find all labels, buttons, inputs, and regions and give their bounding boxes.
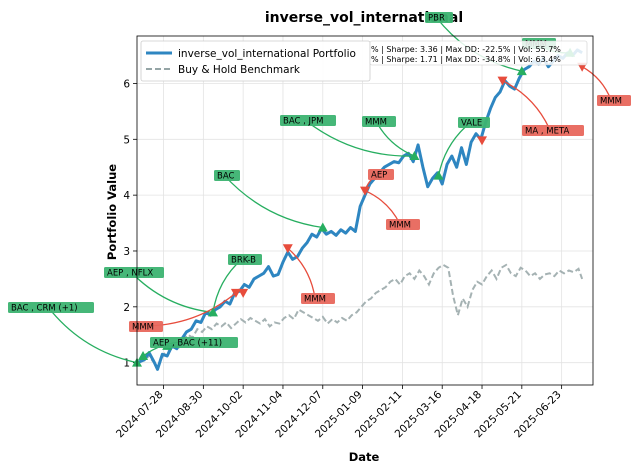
annotation-box — [280, 115, 336, 126]
sell-marker — [477, 136, 488, 146]
y-tick-label: 3 — [123, 246, 130, 258]
annotation-arrow — [212, 258, 243, 313]
annotation-arrow — [130, 271, 214, 314]
annotation-box — [301, 293, 335, 304]
sell-marker — [230, 288, 241, 298]
annotation-label: BAC , JPM — [283, 117, 324, 127]
annotation-label: AEP , BAC (+11) — [153, 339, 222, 349]
annotation-label: MA , META — [525, 127, 569, 137]
y-tick-label: 5 — [123, 134, 130, 146]
chart-title: inverse_vol_international — [265, 10, 463, 26]
annotation-box — [362, 116, 396, 127]
annotation-arrow — [502, 80, 551, 131]
annotation-box — [386, 219, 420, 230]
annotation-label: VALE — [461, 119, 482, 129]
annotation-label: AEP , NFLX — [107, 269, 153, 279]
stats-line-portfolio: % | Sharpe: 3.36 | Max DD: -22.5% | Vol:… — [371, 45, 561, 54]
y-tick-label: 4 — [123, 190, 130, 202]
annotation-labels: BAC , CRM (+1) AEP , BAC (+11) AEP , NFLX B… — [8, 12, 631, 349]
legend-label-benchmark: Buy & Hold Benchmark — [178, 64, 301, 76]
annotation-label: BRK-B — [231, 256, 256, 266]
y-axis-label: Portfolio Value — [105, 164, 119, 260]
grid-lines — [137, 36, 593, 385]
annotation-arrow — [437, 121, 472, 176]
annotation-label: MMM — [132, 323, 154, 333]
buy-marker — [208, 307, 218, 317]
stats-box-bg — [369, 40, 588, 66]
plot-frame — [136, 35, 594, 386]
annotation-label: MMM — [600, 97, 622, 107]
annotation-box — [597, 95, 631, 106]
annotation-box — [368, 169, 394, 180]
annotation-label: MMM — [389, 221, 411, 231]
sell-marker — [282, 244, 293, 254]
annotation-label: BAC , CRM (+1) — [11, 304, 78, 314]
annotation-arrow — [304, 119, 415, 157]
annotation-arrow — [223, 174, 323, 229]
annotation-box — [8, 302, 94, 313]
annotation-arrow — [47, 306, 138, 364]
annotation-label: MMM — [304, 295, 326, 305]
annotation-label: PBR — [428, 14, 445, 24]
sell-marker — [238, 288, 249, 298]
annotation-box — [522, 125, 584, 136]
annotation-box — [458, 117, 490, 128]
annotation-box — [129, 321, 163, 332]
annotation-label: AEP — [371, 171, 387, 181]
stats-box: % | Sharpe: 3.36 | Max DD: -22.5% | Vol:… — [369, 40, 588, 66]
annotation-box — [214, 170, 240, 181]
annotation-box — [228, 254, 262, 265]
annotation-box — [150, 337, 238, 348]
x-axis: 2024-07-282024-08-302024-10-022024-11-04… — [114, 385, 564, 440]
y-tick-label: 2 — [123, 302, 130, 314]
annotation-box — [425, 12, 453, 23]
y-tick-label: 1 — [123, 358, 130, 370]
buy-marker — [516, 66, 527, 76]
buy-marker — [138, 350, 149, 360]
x-axis-label: Date — [349, 450, 380, 464]
y-axis: 1 2 3 4 5 6 — [123, 78, 137, 370]
legend: inverse_vol_international Portfolio Buy … — [140, 40, 371, 82]
buy-marker — [433, 170, 444, 180]
y-tick-label: 6 — [123, 78, 130, 90]
sell-marker — [360, 186, 370, 196]
series-lines — [136, 48, 584, 371]
stats-line-benchmark: % | Sharpe: 1.71 | Max DD: -34.8% | Vol:… — [371, 55, 561, 64]
legend-label-portfolio: inverse_vol_international Portfolio — [178, 48, 356, 60]
series-line-benchmark — [136, 263, 584, 367]
annotation-label: BAC — [217, 172, 234, 182]
buy-marker — [409, 151, 420, 161]
annotation-label: MMM — [365, 118, 387, 128]
series-line-portfolio — [136, 48, 583, 371]
buy-marker — [317, 222, 328, 232]
sell-marker — [497, 76, 508, 86]
annotation-box — [104, 267, 164, 278]
